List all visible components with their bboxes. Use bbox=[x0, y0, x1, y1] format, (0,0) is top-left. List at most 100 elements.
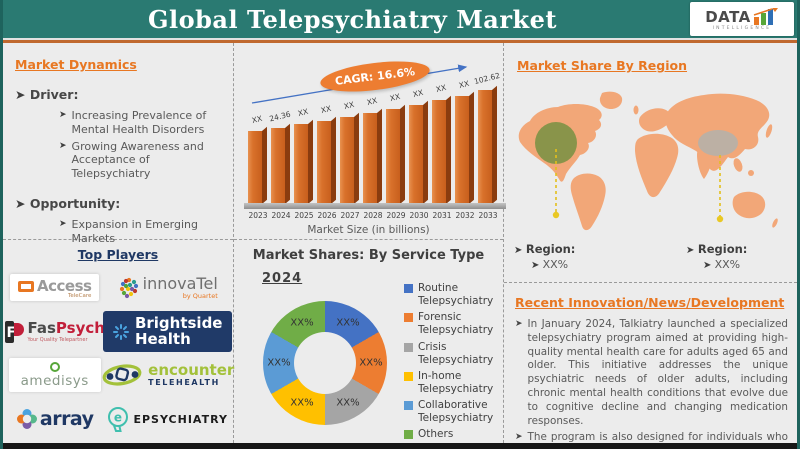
bar-face bbox=[409, 105, 423, 204]
island-sea-2 bbox=[748, 170, 754, 176]
market-dynamics-panel: Market Dynamics ➤ Driver: ➤ Increasing Pre… bbox=[3, 43, 233, 245]
bar-side bbox=[354, 112, 359, 204]
axis-year-label: 2030 bbox=[409, 211, 429, 220]
legend-item: Crisis Telepsychiatry bbox=[404, 341, 506, 367]
continent-africa bbox=[635, 133, 679, 198]
arrow-bullet-icon: ➤ bbox=[515, 319, 523, 329]
axis-year-label: 2024 bbox=[271, 211, 291, 220]
legend-swatch bbox=[404, 313, 413, 323]
dynamics-section-label: ➤ Driver: bbox=[15, 87, 227, 102]
axis-year-label: 2028 bbox=[363, 211, 383, 220]
market-size-bar bbox=[363, 108, 382, 204]
donut-segment-label: XX% bbox=[336, 397, 360, 409]
donut-segment-label: XX% bbox=[290, 397, 314, 409]
chart-floor bbox=[244, 203, 506, 209]
axis-year-label: 2033 bbox=[478, 211, 498, 220]
access-sub-wordmark: TeleCare bbox=[67, 293, 92, 300]
region-highlight-north-america bbox=[535, 122, 577, 164]
logo-encounter-telehealth: encounter TELEHEALTH bbox=[101, 362, 234, 388]
continent-europe bbox=[638, 108, 672, 132]
region-value-text: XX% bbox=[714, 258, 741, 271]
logo-access-row: Access bbox=[18, 277, 92, 295]
service-type-chart-panel: Market Shares: By Service Type 2024 XX% X… bbox=[234, 240, 503, 443]
region-value-text: XX% bbox=[542, 258, 569, 271]
faspsych-wordmark-a: Fas bbox=[27, 318, 56, 337]
bar-face bbox=[455, 96, 469, 204]
arrow-bullet-icon: ➤ bbox=[15, 195, 30, 211]
innovatel-sub-wordmark: by Quartet bbox=[182, 291, 218, 300]
svg-text:F: F bbox=[6, 325, 16, 341]
left-column: Market Dynamics ➤ Driver: ➤ Increasing Pre… bbox=[3, 43, 234, 443]
brightside-line2: Health bbox=[134, 329, 191, 348]
logo-epsychiatry: e EPSYCHIATRY bbox=[107, 406, 227, 433]
dynamics-item: ➤ Growing Awareness and Acceptance of Tel… bbox=[59, 140, 227, 181]
page-title: Global Telepsychiatry Market bbox=[148, 4, 557, 34]
faspsych-wordmark: FasPsych bbox=[27, 318, 105, 337]
dynamics-item-text: Increasing Prevalence of Mental Health D… bbox=[71, 109, 207, 136]
callout-dot-right bbox=[716, 215, 724, 223]
axis-year-label: 2027 bbox=[340, 211, 360, 220]
bar-face bbox=[386, 109, 400, 204]
logo-access-telecare: Access TeleCare bbox=[10, 274, 100, 302]
bar-chart-x-axis: 2023 2024 2025 2026 2027 2028 2029 2030 2031 2032… bbox=[248, 211, 506, 221]
dynamics-item-text: Expansion in Emerging Markets bbox=[71, 217, 198, 245]
head-e-icon: e bbox=[108, 406, 129, 432]
callout-dot-left bbox=[552, 211, 560, 219]
bar-side bbox=[331, 116, 336, 204]
arrow-bullet-icon: ➤ bbox=[59, 140, 67, 151]
bar-face bbox=[317, 121, 331, 204]
starburst-icon bbox=[112, 323, 129, 340]
brand-logo-row: DATA bbox=[705, 7, 779, 25]
header-rule bbox=[3, 38, 797, 43]
bar-face bbox=[294, 124, 308, 204]
logo-brightside-health: Brightside Health bbox=[102, 311, 233, 352]
bar-face bbox=[271, 128, 285, 204]
logo-amedisys: amedisys bbox=[8, 358, 101, 393]
news-list: ➤ In January 2024, Talkiatry launched a s… bbox=[515, 318, 788, 449]
arrow-bullet-icon: ➤ bbox=[531, 260, 543, 271]
market-size-bar bbox=[248, 126, 267, 204]
market-size-bar bbox=[478, 85, 497, 204]
bottom-border bbox=[3, 443, 797, 449]
faspsych-wordmark-b: Psych bbox=[55, 318, 105, 337]
bar-face bbox=[363, 113, 377, 204]
island-japan bbox=[765, 124, 773, 138]
continent-greenland bbox=[599, 91, 623, 109]
region-share-title: Market Share By Region bbox=[517, 58, 688, 73]
arrow-bullet-icon: ➤ bbox=[515, 431, 523, 442]
logo-array-row: array bbox=[16, 408, 94, 430]
legend-item: Routine Telepsychiatry bbox=[404, 282, 506, 308]
region-callout-label: ➤ Region: bbox=[686, 242, 747, 256]
top-players-grid: Access TeleCare bbox=[4, 266, 234, 441]
dynamics-item: ➤ Expansion in Emerging Markets bbox=[59, 218, 227, 246]
arrow-bullet-icon: ➤ bbox=[59, 218, 67, 229]
market-size-bar bbox=[317, 116, 336, 204]
header-bar: Global Telepsychiatry Market DATA INTELL… bbox=[3, 0, 797, 38]
legend-item: Forensic Telepsychiatry bbox=[404, 311, 506, 337]
bar-side bbox=[285, 123, 290, 204]
axis-year-label: 2031 bbox=[432, 211, 452, 220]
arrow-bullet-icon: ➤ bbox=[686, 245, 698, 256]
bar-face bbox=[478, 90, 492, 204]
brightside-wordmark: Brightside Health bbox=[135, 316, 223, 347]
island-new-zealand bbox=[772, 218, 778, 228]
brand-logo-bars-icon bbox=[753, 7, 778, 25]
bar-face bbox=[248, 131, 262, 204]
donut-segment-label: XX% bbox=[336, 317, 360, 329]
market-size-bar bbox=[386, 104, 405, 204]
encounter-wordmark: encounter bbox=[148, 361, 235, 380]
dynamics-section-label: ➤ Opportunity: bbox=[15, 196, 227, 211]
bar-side bbox=[492, 85, 497, 204]
legend-label: In-home Telepsychiatry bbox=[418, 369, 494, 395]
market-size-bar bbox=[409, 100, 428, 204]
market-size-bar bbox=[455, 91, 474, 204]
bar-chart-axis-title: Market Size (in billions) bbox=[307, 224, 430, 236]
dynamics-item-list: ➤ Expansion in Emerging Markets bbox=[59, 218, 227, 246]
logo-faspsych-row: F FasPsych Your Quality Telepartner bbox=[4, 318, 105, 343]
island-uk bbox=[633, 105, 639, 115]
legend-item: In-home Telepsychiatry bbox=[404, 370, 506, 396]
market-size-bar bbox=[432, 95, 451, 204]
bar-side bbox=[400, 104, 405, 204]
dynamics-item: ➤ Increasing Prevalence of Mental Health … bbox=[59, 109, 227, 137]
array-wordmark: array bbox=[39, 408, 94, 431]
